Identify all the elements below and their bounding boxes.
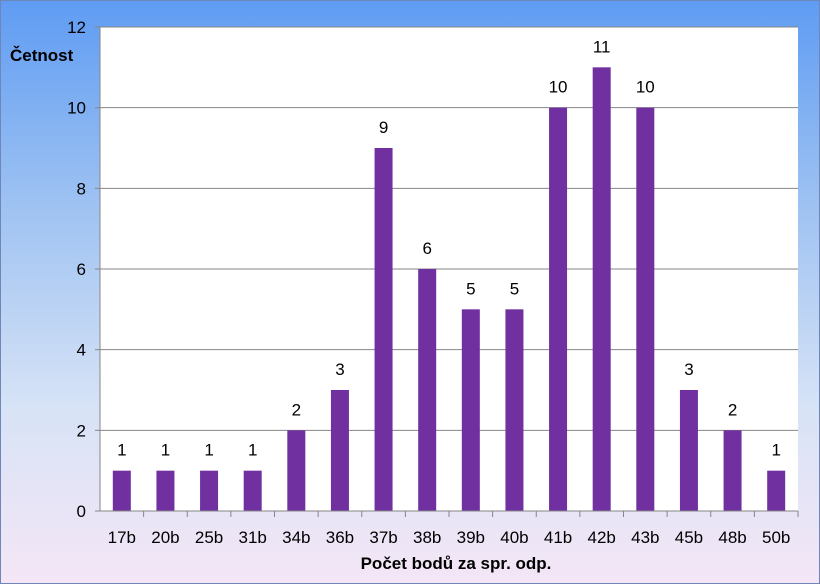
x-tick-label: 43b <box>631 528 659 547</box>
data-label: 3 <box>684 360 693 379</box>
data-label: 10 <box>636 78 655 97</box>
x-axis-title: Počet bodů za spr. odp. <box>361 554 552 573</box>
x-tick-label: 34b <box>282 528 310 547</box>
bar <box>156 470 175 511</box>
bar <box>374 148 393 511</box>
data-label: 1 <box>248 441 257 460</box>
x-tick-label: 25b <box>195 528 223 547</box>
data-label: 1 <box>771 441 780 460</box>
data-label: 1 <box>117 441 126 460</box>
x-tick-label: 42b <box>588 528 616 547</box>
x-tick-label: 40b <box>500 528 528 547</box>
bars <box>112 67 786 512</box>
y-tick-label: 0 <box>77 502 86 521</box>
y-axis-ticks: 0 2 4 6 8 10 12 <box>67 18 100 521</box>
x-tick-label: 41b <box>544 528 572 547</box>
x-tick-label: 50b <box>762 528 790 547</box>
data-label: 3 <box>335 360 344 379</box>
x-axis-ticks: 17b 20b 25b 31b 34b 36b 37b 38b 39b 40b 41b 42b 43b 4… <box>108 511 799 547</box>
x-tick-label: 37b <box>369 528 397 547</box>
bar <box>505 309 524 511</box>
y-tick-label: 8 <box>77 179 86 198</box>
gridlines <box>100 26 798 431</box>
y-tick-label: 4 <box>77 341 86 360</box>
x-tick-label: 45b <box>675 528 703 547</box>
bar <box>636 107 655 512</box>
data-label: 6 <box>422 239 431 258</box>
bar <box>287 430 306 511</box>
x-tick-label: 17b <box>108 528 136 547</box>
data-label: 5 <box>466 279 475 298</box>
bar <box>243 470 262 511</box>
data-label: 1 <box>161 441 170 460</box>
x-tick-label: 38b <box>413 528 441 547</box>
data-label: 11 <box>593 37 611 56</box>
data-label: 1 <box>204 441 213 460</box>
data-label: 2 <box>728 400 737 419</box>
data-label: 2 <box>292 400 301 419</box>
x-tick-label: 31b <box>239 528 267 547</box>
x-tick-label: 20b <box>151 528 179 547</box>
x-tick-label: 39b <box>457 528 485 547</box>
bar <box>330 390 349 511</box>
y-tick-label: 2 <box>77 421 86 440</box>
bar <box>112 470 131 511</box>
data-label: 9 <box>379 118 388 137</box>
x-tick-label: 36b <box>326 528 354 547</box>
bar <box>418 269 437 511</box>
y-axis-title: Četnost <box>10 46 74 65</box>
y-tick-label: 6 <box>77 260 86 279</box>
bar <box>549 107 568 512</box>
bar <box>200 470 219 511</box>
y-tick-label: 10 <box>67 99 86 118</box>
y-tick-label: 12 <box>67 18 86 37</box>
x-tick-label: 48b <box>718 528 746 547</box>
bar <box>592 67 611 511</box>
bar <box>679 390 698 511</box>
data-label: 10 <box>549 78 568 97</box>
bar <box>767 470 786 511</box>
bar <box>461 309 480 511</box>
bar <box>723 430 742 511</box>
data-label: 5 <box>510 279 519 298</box>
